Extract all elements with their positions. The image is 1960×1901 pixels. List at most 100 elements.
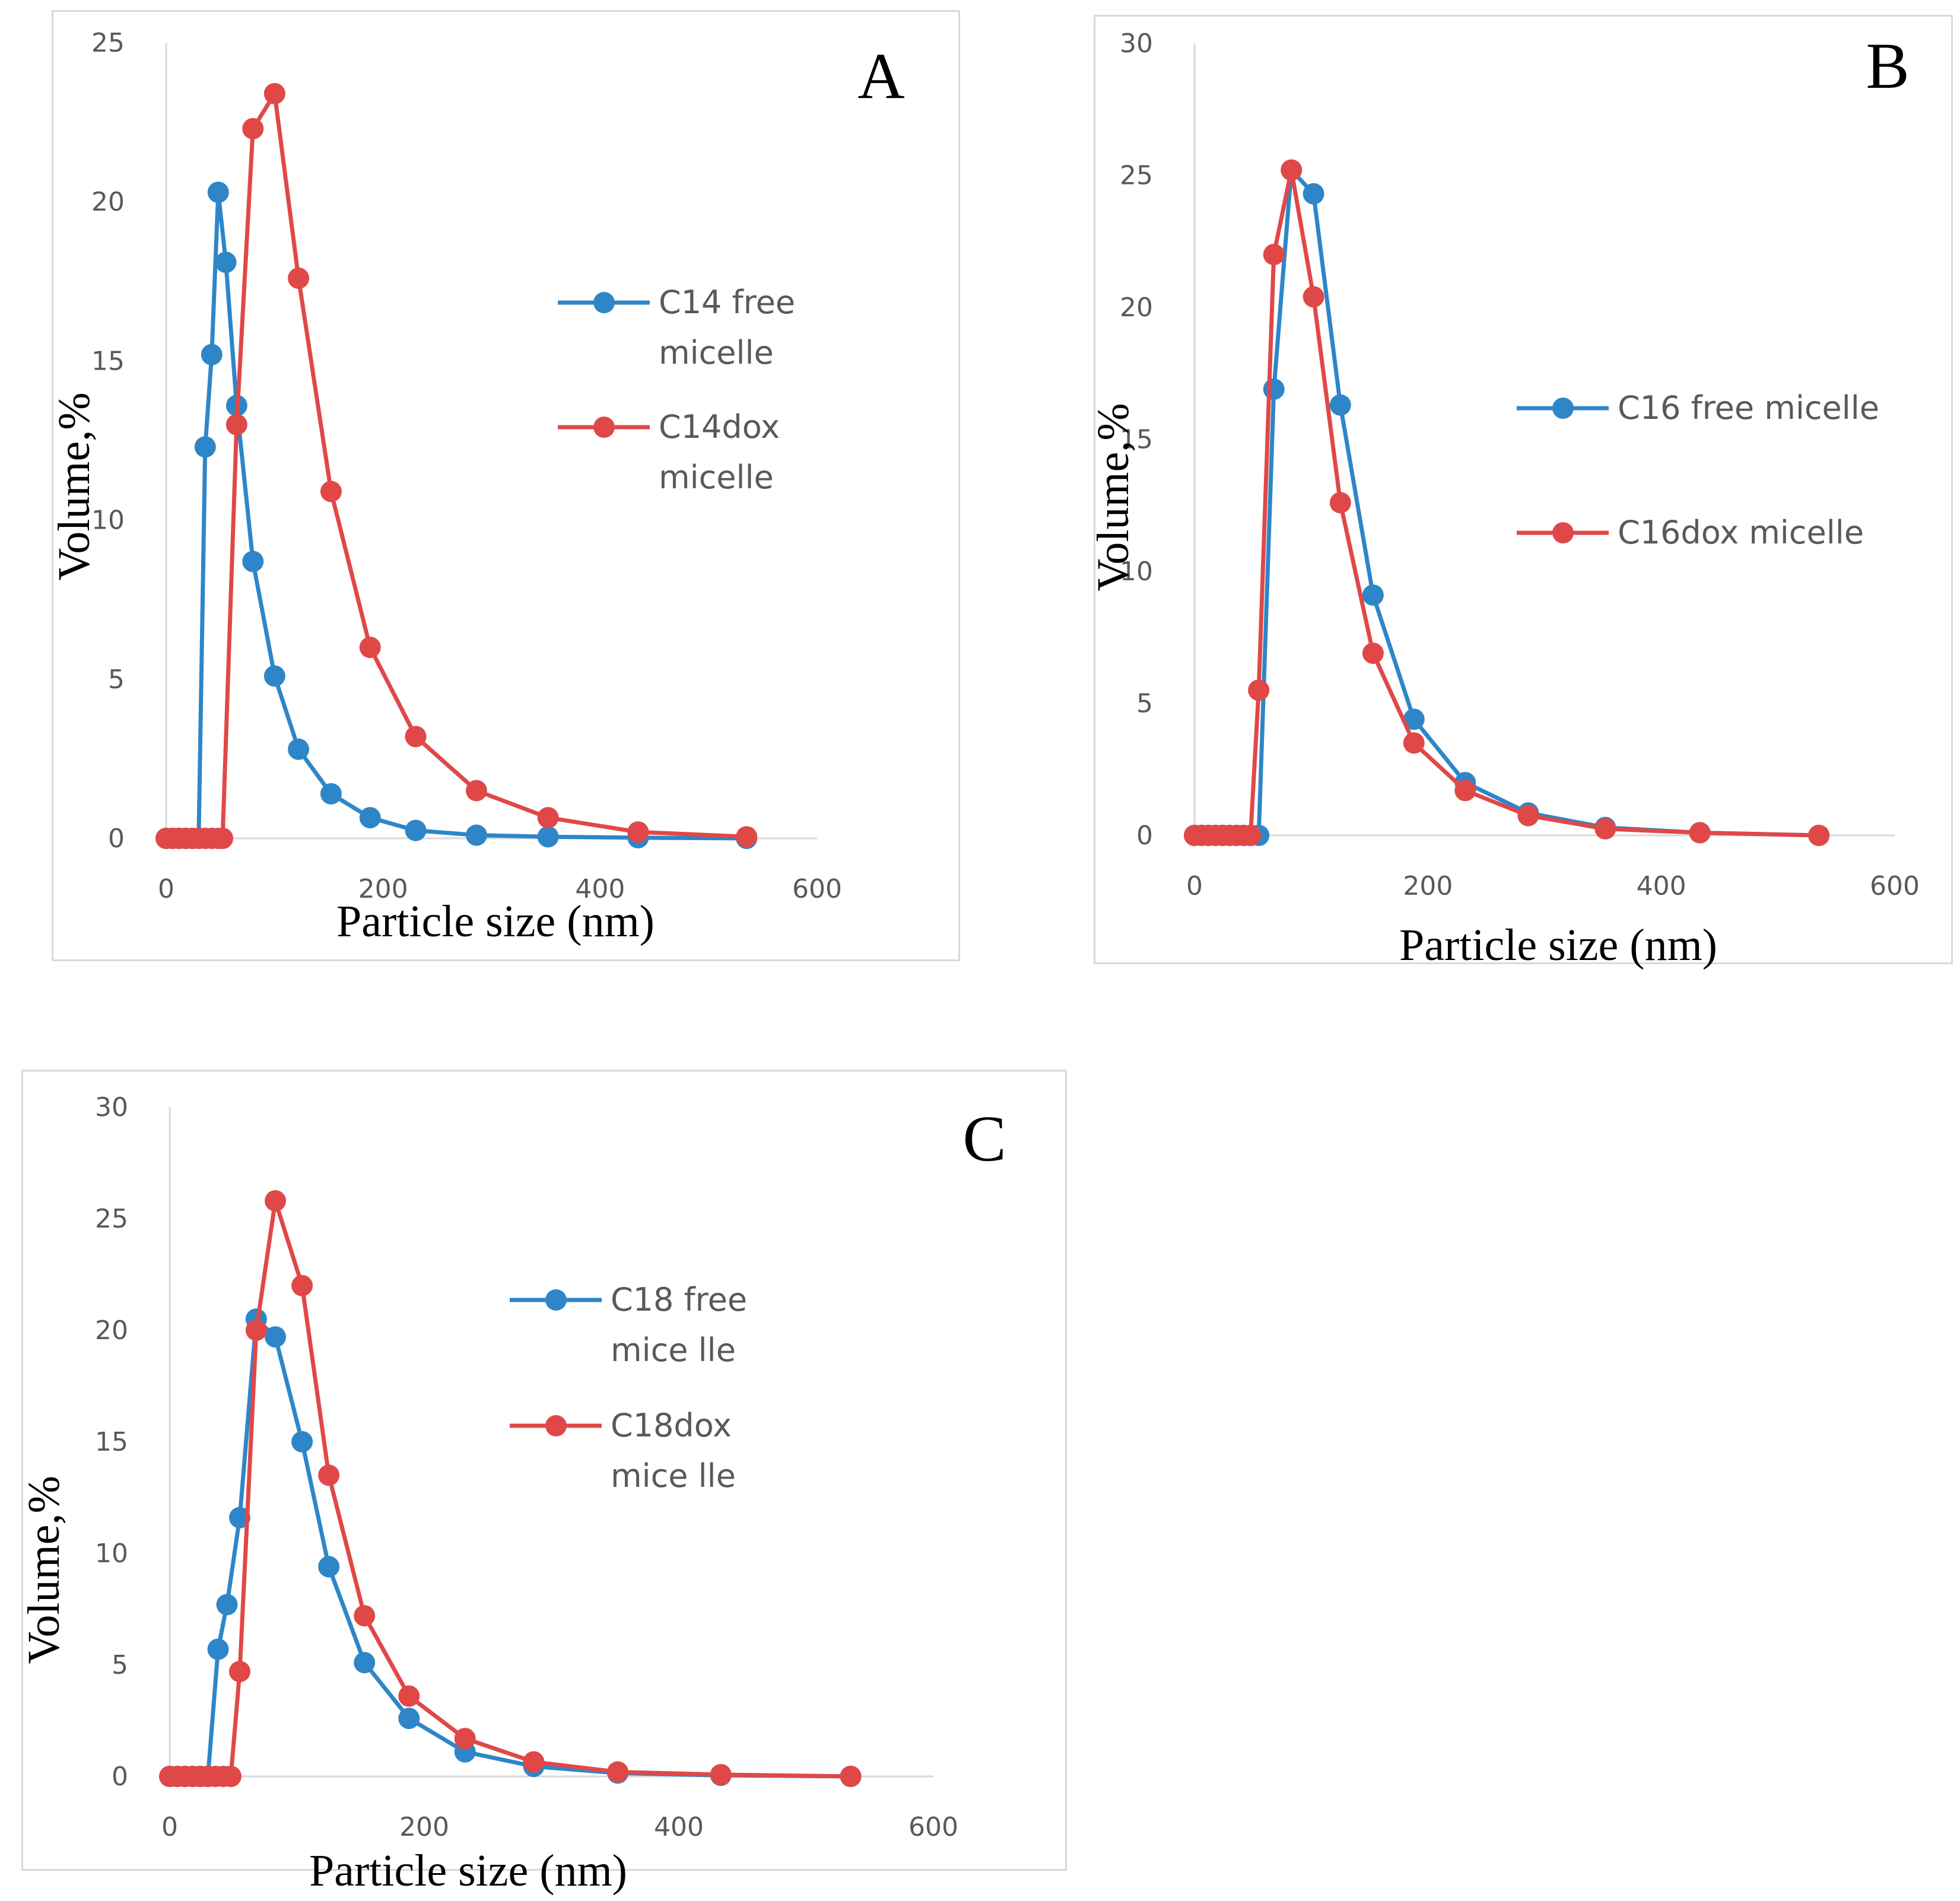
- series-2-point: [710, 1763, 732, 1785]
- y-tick-label: 30: [1120, 28, 1153, 59]
- series-2-legend-label: C14dox: [659, 408, 780, 446]
- series-2-point: [1362, 642, 1384, 664]
- series-1-point: [207, 182, 229, 204]
- series-2-point: [454, 1728, 476, 1750]
- series-2-legend-label: micelle: [659, 459, 774, 496]
- series-2-point: [288, 267, 310, 289]
- series-1-point: [359, 807, 381, 829]
- chart-panel-a: 0 5 10 15 20 25 0 200 400 600 C14 free micelle C14do…: [49, 10, 960, 961]
- y-tick-label: 20: [91, 187, 125, 217]
- y-tick-label: 10: [95, 1538, 128, 1569]
- x-tick-label: 600: [792, 874, 842, 904]
- series-2-point: [242, 117, 264, 139]
- series-1-point: [291, 1431, 313, 1452]
- y-tick-label: 15: [95, 1427, 128, 1457]
- series-2-point: [523, 1751, 545, 1773]
- series-2-line: [1195, 168, 1819, 838]
- y-tick-label: 5: [108, 665, 125, 695]
- series-1-legend-label: C16 free micelle: [1618, 389, 1879, 427]
- series-2-legend-marker: [1552, 522, 1574, 543]
- y-axis-title: Volume,%: [19, 1476, 69, 1664]
- y-tick-label: 0: [1136, 821, 1153, 851]
- y-axis-title: Volume,%: [1088, 403, 1138, 591]
- series-1-point: [465, 824, 487, 846]
- series-2-point: [1248, 679, 1270, 701]
- series-2-point: [1594, 818, 1616, 840]
- series-1-point: [207, 1638, 229, 1660]
- series-1-point: [537, 826, 559, 848]
- y-tick-label: 0: [108, 824, 125, 854]
- series-1-legend-label: C14 free: [659, 284, 795, 321]
- y-tick-label: 20: [1120, 293, 1153, 323]
- y-tick-label: 30: [95, 1092, 128, 1123]
- chart-b-svg: 0 5 10 15 20 25 30 0 200 400 600 C16 free micelle C1…: [1088, 28, 1920, 970]
- series-1-point: [1329, 394, 1351, 416]
- series-1-point: [242, 551, 264, 573]
- series-2-point: [359, 637, 381, 659]
- series-2-point: [1329, 492, 1351, 514]
- series-2-point: [318, 1464, 340, 1486]
- series-1-point: [215, 252, 237, 274]
- series-1-point: [216, 1594, 238, 1616]
- chart-a-svg: 0 5 10 15 20 25 0 200 400 600 C14 free micelle C14do…: [49, 28, 905, 946]
- series-2-point: [1281, 159, 1303, 181]
- series-2-point: [1517, 805, 1539, 826]
- chart-c-svg: 0 5 10 15 20 25 30 0 200 400 600 C18 free mice lle C1…: [19, 1092, 1006, 1896]
- series-2-point: [627, 821, 649, 843]
- y-axis-title: Volume,%: [49, 392, 99, 580]
- series-2-point: [354, 1605, 376, 1627]
- x-axis-title: Particle size (nm): [1399, 920, 1717, 970]
- y-tick-label: 0: [112, 1762, 128, 1792]
- x-tick-label: 200: [399, 1812, 449, 1842]
- x-axis-title: Particle size (nm): [309, 1846, 627, 1896]
- series-1-point: [201, 344, 223, 365]
- series-2-point: [537, 807, 559, 829]
- y-tick-label: 15: [1120, 425, 1153, 455]
- series-1-point: [194, 436, 216, 458]
- x-tick-label: 400: [575, 874, 625, 904]
- series-2-point: [263, 82, 285, 104]
- series-1-line: [170, 1317, 851, 1779]
- chart-panel-c: 0 5 10 15 20 25 30 0 200 400 600 C18 free mice lle C1…: [19, 1070, 1067, 1896]
- series-1-legend-label: C18 free: [611, 1281, 747, 1318]
- series-2-legend-marker: [545, 1415, 567, 1436]
- series-2-point: [1808, 825, 1830, 846]
- series-2-point: [212, 828, 234, 849]
- x-axis-title: Particle size (nm): [336, 897, 655, 946]
- series-1-point: [1362, 584, 1384, 606]
- series-2-point: [1454, 780, 1476, 802]
- series-1-point: [398, 1708, 420, 1730]
- series-2-legend-label: mice lle: [611, 1457, 736, 1495]
- series-2-point: [291, 1274, 313, 1296]
- series-1-point: [320, 783, 342, 805]
- series-2-point: [320, 481, 342, 503]
- x-tick-label: 0: [1186, 871, 1203, 901]
- y-tick-label: 5: [1136, 689, 1153, 719]
- y-tick-label: 15: [91, 346, 125, 376]
- x-tick-label: 0: [158, 874, 174, 904]
- series-1-legend-marker: [593, 292, 615, 313]
- series-2-line: [170, 1199, 851, 1779]
- series-1-line: [1195, 168, 1819, 838]
- series-1-point: [405, 819, 427, 841]
- series-2-point: [1303, 286, 1324, 308]
- series-1-legend-label: micelle: [659, 334, 774, 371]
- series-2-point: [398, 1685, 420, 1707]
- y-tick-label: 10: [1120, 557, 1153, 587]
- series-2-legend-label: C16dox micelle: [1618, 514, 1864, 551]
- series-2-point: [220, 1766, 242, 1787]
- series-1-point: [288, 738, 310, 760]
- series-2-point: [1263, 244, 1285, 265]
- series-2-point: [465, 780, 487, 802]
- x-tick-label: 600: [908, 1812, 958, 1842]
- y-tick-label: 20: [95, 1315, 128, 1346]
- series-1-point: [1403, 708, 1425, 730]
- series-2-point: [225, 414, 247, 435]
- panel-label-a: A: [857, 40, 904, 112]
- series-1-legend-marker: [545, 1289, 567, 1311]
- chart-panel-b: 0 5 10 15 20 25 30 0 200 400 600 C16 free micelle C1…: [1088, 15, 1953, 970]
- series-2-point: [736, 826, 758, 848]
- x-tick-label: 200: [1403, 871, 1453, 901]
- panel-label-b: B: [1866, 30, 1909, 102]
- panel-label-c: C: [962, 1102, 1006, 1175]
